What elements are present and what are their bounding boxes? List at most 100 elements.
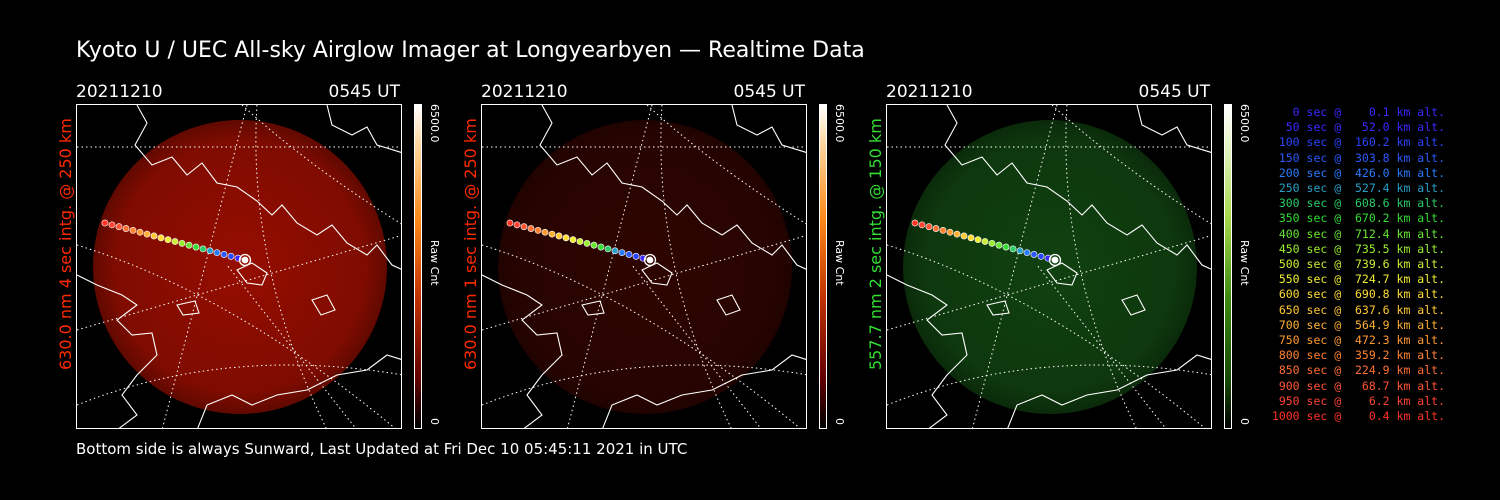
coastline [134, 105, 401, 270]
track-point [227, 252, 235, 260]
track-point [108, 221, 116, 229]
panel-2-image [481, 104, 807, 429]
track-point [583, 239, 591, 247]
panel-3-image [886, 104, 1212, 429]
grid-arc [887, 244, 1206, 428]
track-point [918, 221, 926, 229]
track-point [562, 234, 570, 242]
track-point [241, 256, 249, 264]
track-point [1037, 252, 1045, 260]
page-footer: Bottom side is always Sunward, Last Upda… [76, 440, 688, 458]
panel-1-cbar-unit: Raw Cnt [428, 240, 441, 286]
track-point [192, 243, 200, 251]
legend-row: 100 sec @ 160.2 km alt. [1271, 135, 1445, 150]
track-point [988, 239, 996, 247]
track-point [527, 225, 535, 232]
grid-arc [255, 105, 327, 428]
track-point [974, 236, 982, 244]
legend-row: 1000 sec @ 0.4 km alt. [1271, 409, 1445, 424]
track-point [981, 238, 989, 245]
coastline [539, 105, 806, 270]
track-point [143, 230, 151, 238]
track-point [164, 236, 172, 244]
track-point [115, 223, 123, 231]
track-point [178, 239, 186, 247]
coastline [77, 274, 158, 428]
legend-row: 400 sec @ 712.4 km alt. [1271, 226, 1445, 241]
track-point [220, 251, 228, 258]
panel-1-cbar-min: 0 [428, 418, 441, 425]
island [716, 294, 741, 316]
track-point [548, 230, 556, 238]
panel-3-time: 0545 UT [1138, 82, 1211, 102]
track-point [506, 219, 514, 227]
panel-1-colorbar [414, 104, 422, 429]
legend-row: 750 sec @ 472.3 km alt. [1271, 333, 1445, 348]
legend-row: 250 sec @ 527.4 km alt. [1271, 181, 1445, 196]
track-point [646, 256, 654, 264]
grid-arc [482, 244, 801, 428]
panel-2-cbar-max: 6500.0 [833, 104, 846, 143]
legend-row: 50 sec @ 52.0 km alt. [1271, 120, 1445, 135]
track-point [576, 238, 584, 245]
track-point [995, 241, 1003, 249]
coastline [1136, 105, 1211, 153]
coastline [944, 105, 1211, 270]
track-point [122, 225, 130, 232]
legend-row: 700 sec @ 564.9 km alt. [1271, 317, 1445, 332]
island [986, 300, 1010, 316]
track-point [618, 249, 626, 256]
airglow-disk [93, 120, 387, 414]
coastline [326, 105, 401, 153]
track-point [206, 247, 214, 255]
island [311, 294, 336, 316]
track-point [157, 234, 165, 242]
track-point [185, 241, 193, 249]
legend-row: 200 sec @ 426.0 km alt. [1271, 165, 1445, 180]
legend-row: 600 sec @ 690.8 km alt. [1271, 287, 1445, 302]
panel-3-ylabel: 557.7 nm 2 sec intg. @ 150 km [866, 118, 885, 370]
island [581, 300, 605, 316]
airglow-disk [903, 120, 1197, 414]
legend-row: 450 sec @ 735.5 km alt. [1271, 241, 1445, 256]
legend-row: 300 sec @ 608.6 km alt. [1271, 196, 1445, 211]
legend-row: 550 sec @ 724.7 km alt. [1271, 272, 1445, 287]
track-point [625, 251, 633, 258]
track-point [946, 228, 954, 236]
legend-row: 0 sec @ 0.1 km alt. [1271, 105, 1445, 119]
track-point [967, 234, 975, 242]
altitude-legend: 0 sec @ 0.1 km alt. 50 sec @ 52.0 km alt… [1250, 105, 1445, 424]
track-point [213, 249, 221, 256]
panel-3-date: 20211210 [886, 82, 973, 102]
legend-row: 850 sec @ 224.9 km alt. [1271, 363, 1445, 378]
track-point [136, 228, 144, 236]
legend-row: 950 sec @ 6.2 km alt. [1271, 393, 1445, 408]
grid-arc [77, 244, 396, 428]
track-point [632, 252, 640, 260]
panel-1-cbar-max: 6500.0 [428, 104, 441, 143]
panel-2-colorbar [819, 104, 827, 429]
track-point [1016, 247, 1024, 255]
coastline [887, 274, 968, 428]
track-point [129, 227, 137, 234]
coastline [482, 274, 563, 428]
station-marker [1048, 253, 1062, 267]
legend-row: 350 sec @ 670.2 km alt. [1271, 211, 1445, 226]
panel-1-ylabel: 630.0 nm 4 sec intg. @ 250 km [56, 118, 75, 370]
island [1121, 294, 1146, 316]
track-point [513, 221, 521, 229]
track-point [555, 232, 563, 240]
track-point [150, 232, 158, 240]
track-point [1002, 243, 1010, 251]
track-point [1051, 256, 1059, 264]
island [176, 300, 200, 316]
track-point [953, 230, 961, 238]
track-point [541, 228, 549, 236]
coastline [197, 354, 401, 428]
track-point [1030, 251, 1038, 258]
legend-row: 650 sec @ 637.6 km alt. [1271, 302, 1445, 317]
coastline [602, 354, 806, 428]
panel-3-colorbar [1224, 104, 1232, 429]
station-marker [238, 253, 252, 267]
panel-1-date: 20211210 [76, 82, 163, 102]
